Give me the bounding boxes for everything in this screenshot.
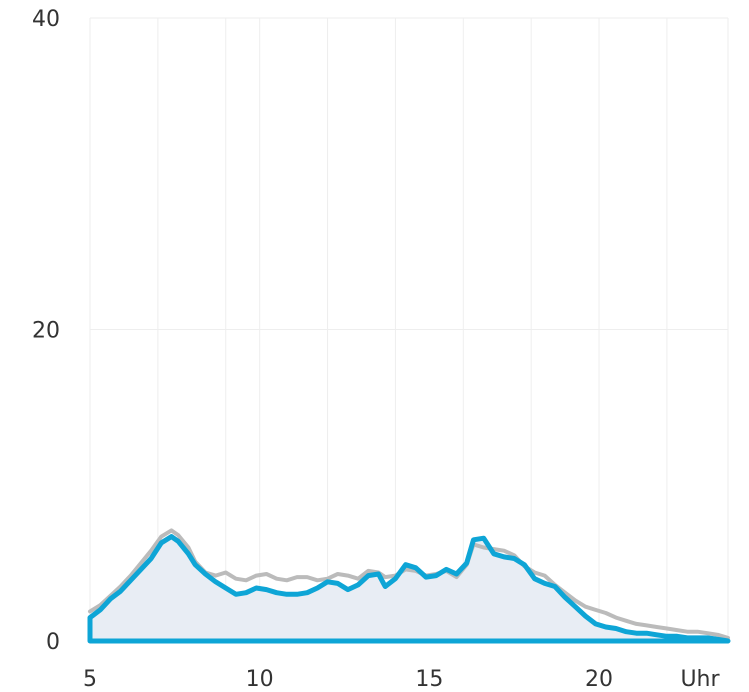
grid: [89, 17, 729, 641]
x-tick-label: 15: [415, 667, 443, 692]
x-tick-label: 10: [246, 667, 274, 692]
series-layer: [87, 528, 731, 644]
series-area-fill: [90, 536, 728, 641]
x-unit-label: Uhr: [680, 667, 720, 692]
y-tick-label: 40: [32, 7, 60, 32]
series-line-current: [87, 534, 731, 644]
axis-labels: 0 20 40 5 10 15 20 Uhr: [32, 7, 720, 692]
y-tick-label: 0: [46, 630, 60, 655]
y-tick-label: 20: [32, 319, 60, 344]
series-baseline: [87, 617, 728, 644]
x-tick-label: 20: [585, 667, 613, 692]
x-tick-label: 5: [83, 667, 97, 692]
